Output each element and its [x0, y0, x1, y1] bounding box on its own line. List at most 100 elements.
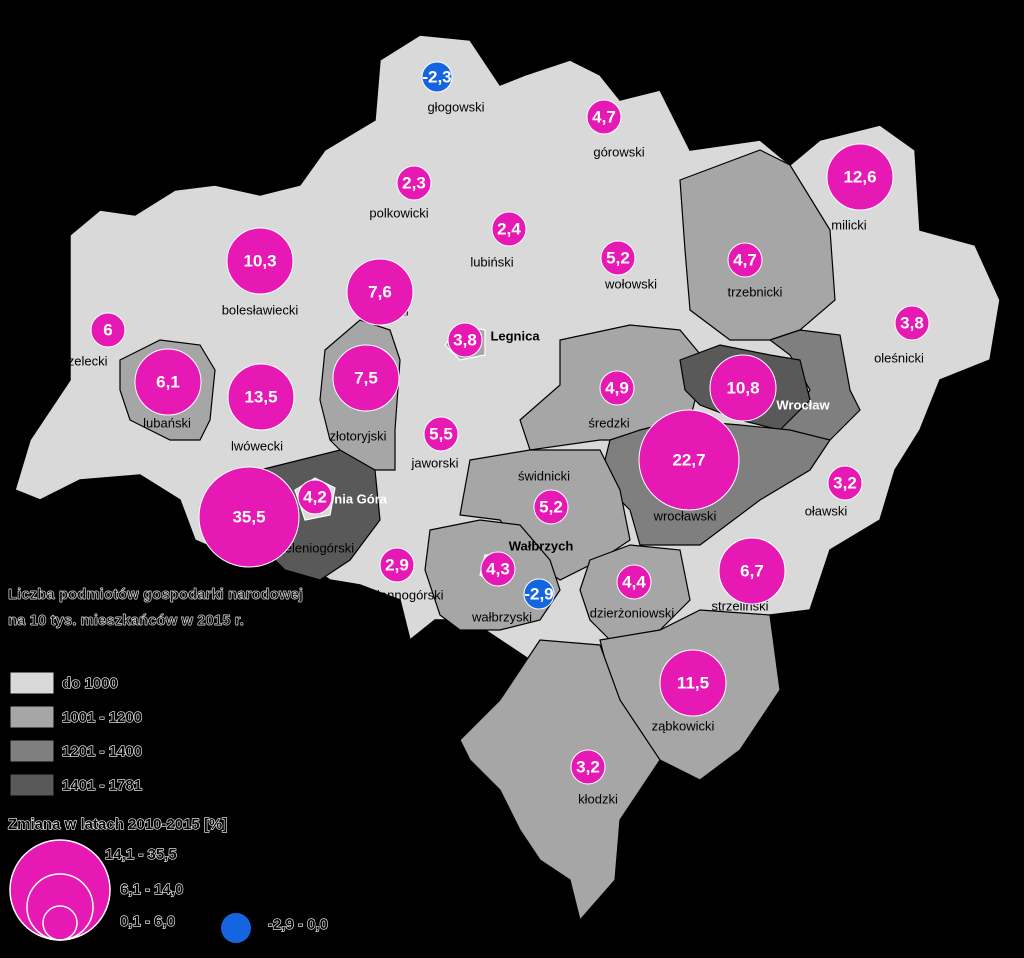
bubble-label: 4,3 — [486, 559, 510, 578]
bubble — [586, 99, 622, 135]
legend-label: do 1000 — [62, 675, 118, 692]
bubble-label: 7,6 — [368, 282, 392, 301]
legend-label: 6,1 - 14,0 — [120, 881, 183, 898]
bubble-label: 3,8 — [453, 330, 477, 349]
district-name: polkowicki — [369, 205, 428, 220]
bubble — [134, 348, 202, 416]
bubble-label: 4,9 — [605, 378, 629, 397]
district-name: górowski — [593, 144, 644, 159]
district-name: jaworski — [411, 455, 459, 470]
legend-bubble — [42, 905, 78, 941]
bubble — [423, 416, 459, 452]
legend-title: Zmiana w latach 2010-2015 [%] — [8, 816, 227, 833]
district-name: Wrocław — [776, 397, 830, 412]
legend-swatch — [9, 705, 55, 729]
bubble — [90, 312, 126, 348]
district-name: Legnica — [490, 328, 540, 343]
district-name: lubański — [143, 415, 191, 430]
bubble — [638, 409, 740, 511]
bubble-label: 12,6 — [843, 167, 876, 186]
bubble — [600, 240, 636, 276]
bubble — [570, 749, 606, 785]
bubble-label: 2,3 — [402, 173, 426, 192]
bubble-label: 5,2 — [606, 248, 630, 267]
district-name: oleśnicki — [874, 350, 924, 365]
legend-bubble — [221, 913, 251, 943]
bubble — [491, 211, 527, 247]
bubble-label: -2,3 — [422, 67, 451, 86]
district-name: milicki — [831, 217, 866, 232]
bubble — [523, 578, 555, 610]
legend-label: -2,9 - 0,0 — [268, 916, 328, 933]
bubble — [332, 344, 400, 412]
labels: głogowski -2,3 górowski 4,7 polkowicki 2,3 mil… — [42, 61, 930, 806]
bubble — [198, 466, 300, 568]
bubble — [421, 61, 453, 93]
bubble-label: 6,1 — [156, 372, 180, 391]
district-name: świdnicki — [518, 468, 570, 483]
bubble-label: 5,5 — [429, 424, 453, 443]
bubble-label: 10,3 — [243, 251, 276, 270]
district-name: lwówecki — [231, 438, 283, 453]
region — [459, 639, 661, 922]
bubble — [297, 479, 333, 515]
district-name: ząbkowicki — [652, 718, 715, 733]
bubble-label: 3,2 — [833, 473, 857, 492]
bubble-label: 3,8 — [900, 313, 924, 332]
bubble — [447, 322, 483, 358]
district-name: bolesławiecki — [222, 302, 299, 317]
bubble — [227, 363, 295, 431]
bubble — [533, 489, 569, 525]
legend-label: 14,1 - 35,5 — [105, 846, 177, 863]
district-name: trzebnicki — [728, 284, 783, 299]
bubble-label: 6 — [103, 320, 112, 339]
legend-label: 1201 - 1400 — [62, 743, 142, 760]
bubble-label: 2,9 — [385, 555, 409, 574]
bubble — [346, 258, 414, 326]
bubble-label: 3,2 — [576, 757, 600, 776]
district-name: złotoryjski — [329, 428, 386, 443]
bubble-label: -2,9 — [524, 584, 553, 603]
bubble-label: 4,7 — [592, 107, 616, 126]
legend: Liczba podmiotów gospodarki narodowej na… — [7, 586, 329, 943]
legend-label: 1001 - 1200 — [62, 709, 142, 726]
district-name: zgorzelecki — [42, 353, 107, 368]
bubble — [379, 547, 415, 583]
bubble — [396, 165, 432, 201]
legend-label: 0,1 - 6,0 — [120, 913, 175, 930]
legend-swatch — [9, 773, 55, 797]
district-name: kłodzki — [578, 791, 618, 806]
bubble — [727, 242, 763, 278]
bubble — [226, 227, 294, 295]
bubble-label: 35,5 — [232, 507, 265, 526]
bubble — [709, 354, 777, 422]
district-name: wołowski — [604, 276, 657, 291]
bubble — [827, 465, 863, 501]
legend-title: Liczba podmiotów gospodarki narodowej na… — [8, 586, 304, 629]
bubble-label: 4,4 — [622, 572, 646, 591]
bubble-label: 6,7 — [740, 561, 764, 580]
legend-label: 1401 - 1781 — [62, 777, 142, 794]
bubble-label: 5,2 — [539, 497, 563, 516]
legend-swatch — [9, 671, 55, 695]
district-name: jeleniogórski — [281, 540, 354, 555]
bubble-label: 13,5 — [244, 387, 277, 406]
bubble — [659, 649, 727, 717]
district-name: Wałbrzych — [509, 538, 574, 553]
legend-bubble — [9, 839, 111, 941]
bubble-label: 2,4 — [497, 219, 521, 238]
bubble-label: 4,2 — [303, 487, 327, 506]
bubble-label: 22,7 — [672, 450, 705, 469]
district-name: średzki — [588, 415, 629, 430]
bubble — [616, 564, 652, 600]
district-name: wrocławski — [653, 508, 717, 523]
legend-title-text: Liczba podmiotów gospodarki narodowej na… — [8, 586, 304, 629]
bubble-label: 7,5 — [354, 368, 378, 387]
bubble-label: 11,5 — [677, 673, 709, 692]
district-name: wałbrzyski — [471, 609, 532, 624]
bubble-label: 4,7 — [733, 250, 757, 269]
bubble — [480, 551, 516, 587]
district-name: lubiński — [470, 254, 513, 269]
bubble — [826, 143, 894, 211]
